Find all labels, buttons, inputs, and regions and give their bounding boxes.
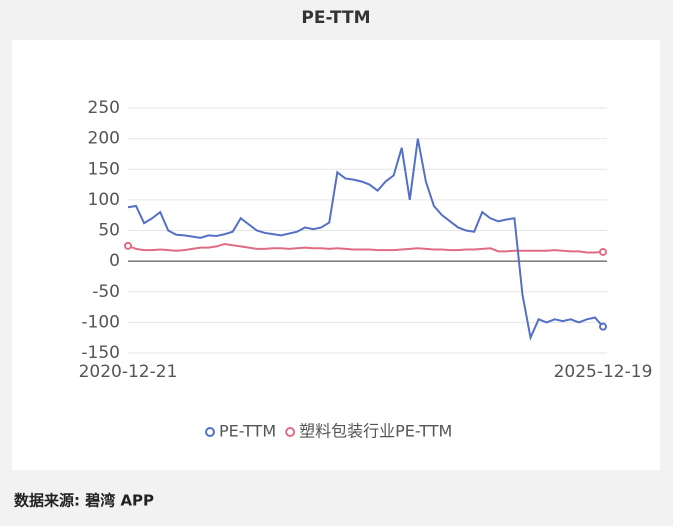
x-tick-label: 2025-12-19 xyxy=(554,362,653,382)
y-tick-label: 100 xyxy=(88,190,120,210)
chart-title: PE-TTM xyxy=(301,8,370,28)
series-line xyxy=(127,138,604,342)
y-tick-label: -50 xyxy=(92,282,120,302)
end-marker xyxy=(599,322,607,331)
y-tick-label: 50 xyxy=(98,221,120,241)
chart-panel xyxy=(12,40,660,470)
end-marker xyxy=(124,241,132,250)
legend-label: 塑料包装行业PE-TTM xyxy=(299,422,452,441)
x-tick-label: 2020-12-21 xyxy=(79,362,178,382)
end-marker xyxy=(599,247,607,256)
y-tick-label: -150 xyxy=(81,343,120,363)
y-tick-label: 0 xyxy=(109,251,120,271)
series-line xyxy=(127,242,604,254)
y-tick-label: 150 xyxy=(88,159,120,179)
y-tick-label: 250 xyxy=(88,98,120,118)
legend-marker xyxy=(285,427,296,437)
y-tick-label: 200 xyxy=(88,129,120,149)
source-note: 数据来源: 碧湾 APP xyxy=(14,492,154,510)
legend-marker xyxy=(205,427,215,437)
legend-label: PE-TTM xyxy=(219,422,276,441)
y-tick-label: -100 xyxy=(81,312,120,332)
